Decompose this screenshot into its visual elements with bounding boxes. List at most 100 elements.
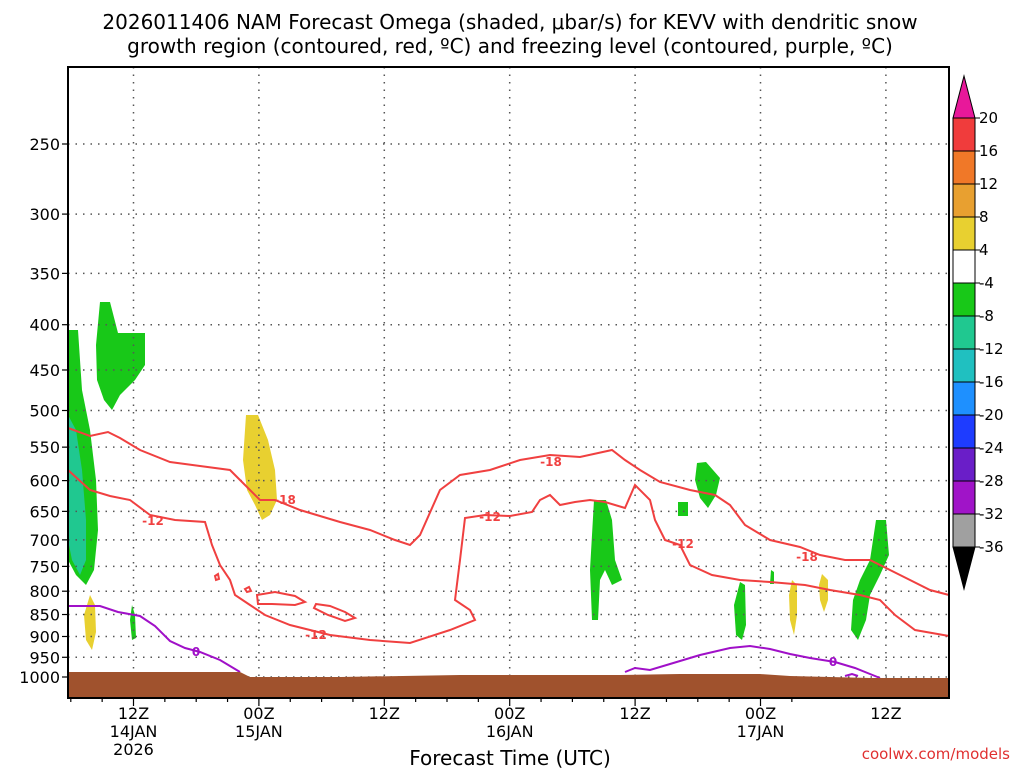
footer-credit: coolwx.com/models — [862, 745, 1010, 763]
colorbar-swatch — [952, 216, 976, 251]
freezing-level-contours — [68, 605, 881, 679]
x-tick-label: 17JAN — [737, 722, 785, 741]
grid-lines — [68, 67, 949, 698]
x-tick-label: 2026 — [113, 740, 154, 759]
omega-region-weak-upward-d — [590, 500, 622, 620]
dendritic-growth-contours — [67, 427, 950, 645]
x-tick-label: 12Z — [870, 704, 901, 723]
colorbar-swatch — [952, 150, 976, 185]
omega-region-weak-downward-c — [243, 415, 277, 520]
colorbar-swatch — [952, 183, 976, 218]
colorbar-top-arrow — [952, 74, 976, 119]
colorbar-label: 12 — [979, 175, 998, 193]
contour-labels: -12 -18 -12 -18 -12 -12 -18 0 0 — [142, 455, 837, 669]
y-tick-label: 350 — [29, 264, 60, 283]
contour-label-minus-12-a: -12 — [142, 514, 164, 528]
contour-label-zero-a: 0 — [192, 645, 200, 659]
y-tick-label: 1000 — [19, 668, 60, 687]
contour-label-minus-12-b: -12 — [479, 510, 501, 524]
colorbar-label: -20 — [979, 406, 1004, 424]
y-tick-label: 950 — [29, 648, 60, 667]
x-axis-title: Forecast Time (UTC) — [409, 746, 611, 768]
y-tick-label: 750 — [29, 557, 60, 576]
omega-region-weak-downward-j — [819, 574, 828, 612]
omega-region-weak-downward-i — [789, 580, 797, 635]
y-tick-label: 900 — [29, 627, 60, 646]
colorbar-bottom-arrow — [952, 546, 976, 591]
colorbar-swatch — [952, 414, 976, 449]
plot-background — [68, 67, 949, 698]
contour-zero-line-blip — [844, 672, 859, 677]
y-tick-label: 450 — [29, 361, 60, 380]
omega-region-weak-upward-e — [678, 502, 688, 516]
contour-minus-12-island-b — [312, 602, 358, 623]
contour-minus-12-island-a — [255, 590, 308, 607]
colorbar-swatch — [952, 315, 976, 350]
omega-region-weak-upward-f — [695, 462, 720, 508]
colorbar-label: -16 — [979, 373, 1004, 391]
colorbar-swatch — [952, 117, 976, 152]
y-tick-label: 400 — [29, 316, 60, 335]
colorbar-swatch — [952, 447, 976, 482]
x-tick-label: 12Z — [369, 704, 400, 723]
plot-area: -12 -18 -12 -18 -12 -12 -18 0 0 — [67, 66, 950, 699]
contour-label-minus-18-c: -18 — [796, 550, 818, 564]
y-tick-label: 300 — [29, 205, 60, 224]
colorbar-swatch — [952, 381, 976, 416]
y-tick-label: 700 — [29, 531, 60, 550]
omega-region-weak-upward-k — [851, 520, 889, 640]
contour-minus-12-line — [67, 469, 950, 645]
y-tick-label: 650 — [29, 502, 60, 521]
contour-minus-18-line — [67, 427, 950, 596]
y-tick-label: 500 — [29, 402, 60, 421]
colorbar-label: 20 — [979, 109, 998, 127]
chart-title-line-2: growth region (contoured, red, ºC) and f… — [127, 34, 893, 58]
contour-label-minus-18-a: -18 — [274, 493, 296, 507]
omega-shading — [68, 302, 889, 650]
colorbar-label: -12 — [979, 340, 1004, 358]
contour-label-minus-18-b: -18 — [540, 455, 562, 469]
omega-region-weak-upward-g — [734, 582, 746, 640]
plot-frame — [67, 66, 950, 699]
x-tick-label: 16JAN — [486, 722, 534, 741]
colorbar-label: -36 — [979, 538, 1004, 556]
omega-region-weak-upward-upper — [96, 302, 145, 410]
colorbar-label: 8 — [979, 208, 989, 226]
contour-zero-line-right — [624, 644, 881, 679]
x-tick-label: 12Z — [118, 704, 149, 723]
colorbar-label: -28 — [979, 472, 1004, 490]
omega-region-moderate-upward-left-edge — [68, 415, 86, 575]
contour-label-minus-12-d: -12 — [305, 628, 327, 642]
colorbar-label: 16 — [979, 142, 998, 160]
colorbar-label: -32 — [979, 505, 1004, 523]
x-tick-label: 15JAN — [235, 722, 283, 741]
colorbar-label: -24 — [979, 439, 1004, 457]
pressure-axis: 250 300 350 400 450 500 550 600 650 700 750 800 850 9… — [19, 135, 68, 687]
y-tick-label: 250 — [29, 135, 60, 154]
colorbar-label: -8 — [979, 307, 994, 325]
contour-label-zero-b: 0 — [829, 655, 837, 669]
contour-label-minus-12-c: -12 — [672, 537, 694, 551]
omega-region-weak-upward-h — [770, 570, 774, 584]
y-tick-label: 550 — [29, 438, 60, 457]
colorbar-label: -4 — [979, 274, 994, 292]
x-tick-label: 00Z — [243, 704, 274, 723]
colorbar-swatch — [952, 480, 976, 515]
y-tick-label: 850 — [29, 606, 60, 625]
chart-title-line-1: 2026011406 NAM Forecast Omega (shaded, μ… — [102, 10, 917, 34]
colorbar-swatch — [952, 513, 976, 548]
contour-zero-line-left — [68, 605, 241, 673]
x-tick-label: 00Z — [745, 704, 776, 723]
x-tick-label: 14JAN — [110, 722, 158, 741]
x-tick-label: 12Z — [619, 704, 650, 723]
y-tick-label: 800 — [29, 582, 60, 601]
omega-colorbar: 20 16 12 8 4 -4 -8 -12 -16 -20 -24 -28 -32 -36 — [952, 74, 1004, 591]
colorbar-swatch — [952, 249, 976, 284]
omega-region-weak-downward-a — [84, 595, 96, 650]
x-tick-label: 00Z — [494, 704, 525, 723]
colorbar-label: 4 — [979, 241, 989, 259]
contour-minus-12-island-d — [243, 585, 253, 594]
contour-minus-12-island-c — [213, 572, 221, 582]
